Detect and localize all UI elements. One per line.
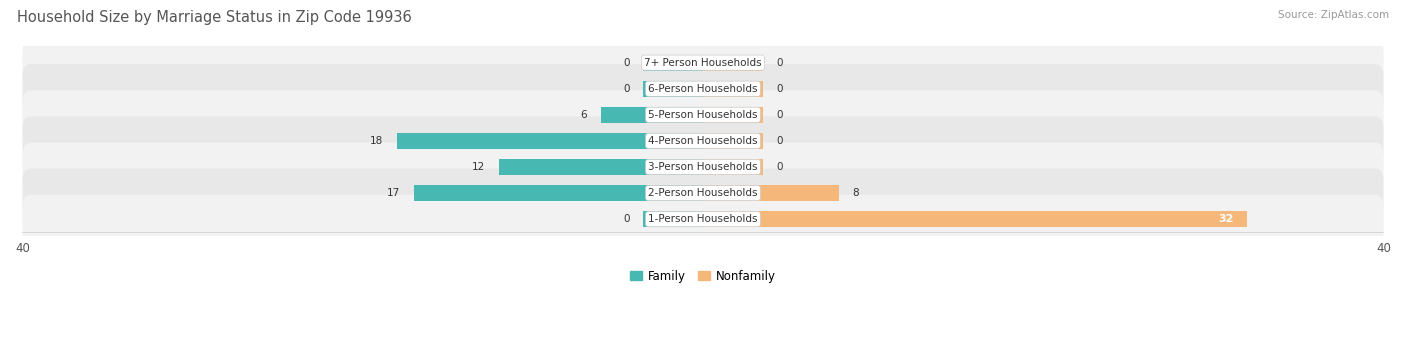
Bar bbox=[703, 80, 762, 97]
Text: 0: 0 bbox=[623, 214, 630, 224]
Text: 0: 0 bbox=[776, 110, 783, 120]
Bar bbox=[600, 107, 703, 123]
Bar bbox=[499, 159, 703, 175]
Bar bbox=[703, 107, 762, 123]
Legend: Family, Nonfamily: Family, Nonfamily bbox=[626, 265, 780, 287]
Bar bbox=[703, 211, 1247, 227]
Text: 0: 0 bbox=[776, 58, 783, 68]
Text: 0: 0 bbox=[776, 162, 783, 172]
Bar bbox=[644, 55, 703, 71]
Bar bbox=[703, 159, 762, 175]
Text: 0: 0 bbox=[623, 84, 630, 94]
Text: Source: ZipAtlas.com: Source: ZipAtlas.com bbox=[1278, 10, 1389, 20]
Text: 7+ Person Households: 7+ Person Households bbox=[644, 58, 762, 68]
Text: 3-Person Households: 3-Person Households bbox=[648, 162, 758, 172]
FancyBboxPatch shape bbox=[22, 116, 1384, 165]
Text: 0: 0 bbox=[776, 84, 783, 94]
Text: 4-Person Households: 4-Person Households bbox=[648, 136, 758, 146]
Bar bbox=[703, 185, 839, 201]
FancyBboxPatch shape bbox=[22, 143, 1384, 192]
FancyBboxPatch shape bbox=[22, 90, 1384, 139]
Text: 5-Person Households: 5-Person Households bbox=[648, 110, 758, 120]
Text: 6: 6 bbox=[581, 110, 588, 120]
Bar bbox=[413, 185, 703, 201]
Text: 1-Person Households: 1-Person Households bbox=[648, 214, 758, 224]
FancyBboxPatch shape bbox=[22, 168, 1384, 218]
Text: 12: 12 bbox=[472, 162, 485, 172]
Bar bbox=[644, 80, 703, 97]
Bar bbox=[396, 133, 703, 149]
Text: 18: 18 bbox=[370, 136, 384, 146]
FancyBboxPatch shape bbox=[22, 38, 1384, 87]
Text: 0: 0 bbox=[776, 136, 783, 146]
Text: Household Size by Marriage Status in Zip Code 19936: Household Size by Marriage Status in Zip… bbox=[17, 10, 412, 25]
Bar bbox=[703, 133, 762, 149]
FancyBboxPatch shape bbox=[22, 64, 1384, 113]
Text: 8: 8 bbox=[852, 188, 859, 198]
FancyBboxPatch shape bbox=[22, 195, 1384, 244]
Bar bbox=[644, 211, 703, 227]
Text: 2-Person Households: 2-Person Households bbox=[648, 188, 758, 198]
Text: 0: 0 bbox=[623, 58, 630, 68]
Bar bbox=[703, 55, 762, 71]
Text: 32: 32 bbox=[1219, 214, 1234, 224]
Text: 6-Person Households: 6-Person Households bbox=[648, 84, 758, 94]
Text: 17: 17 bbox=[387, 188, 401, 198]
